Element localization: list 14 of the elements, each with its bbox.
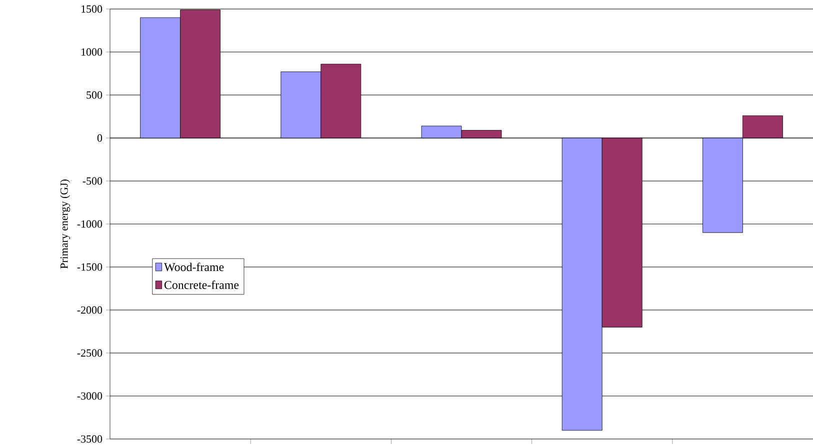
y-tick-label: -1500: [77, 263, 102, 271]
y-tick-label: -2000: [77, 306, 102, 314]
y-tick-label: 0: [97, 134, 102, 142]
y-tick-label: -3500: [77, 435, 102, 443]
legend-label: Wood-frame: [164, 262, 224, 272]
y-tick-label: -3000: [77, 392, 102, 400]
y-tick-label: 1500: [82, 5, 102, 13]
y-tick-label: 1000: [82, 48, 102, 56]
y-axis-title: Primary energy (GJ): [60, 180, 70, 269]
legend-label: Concrete-frame: [164, 280, 239, 290]
y-tick-label: -500: [82, 177, 102, 185]
y-tick-label: -2500: [77, 349, 102, 357]
y-tick-label: 500: [86, 91, 102, 99]
y-tick-label: -1000: [77, 220, 102, 228]
